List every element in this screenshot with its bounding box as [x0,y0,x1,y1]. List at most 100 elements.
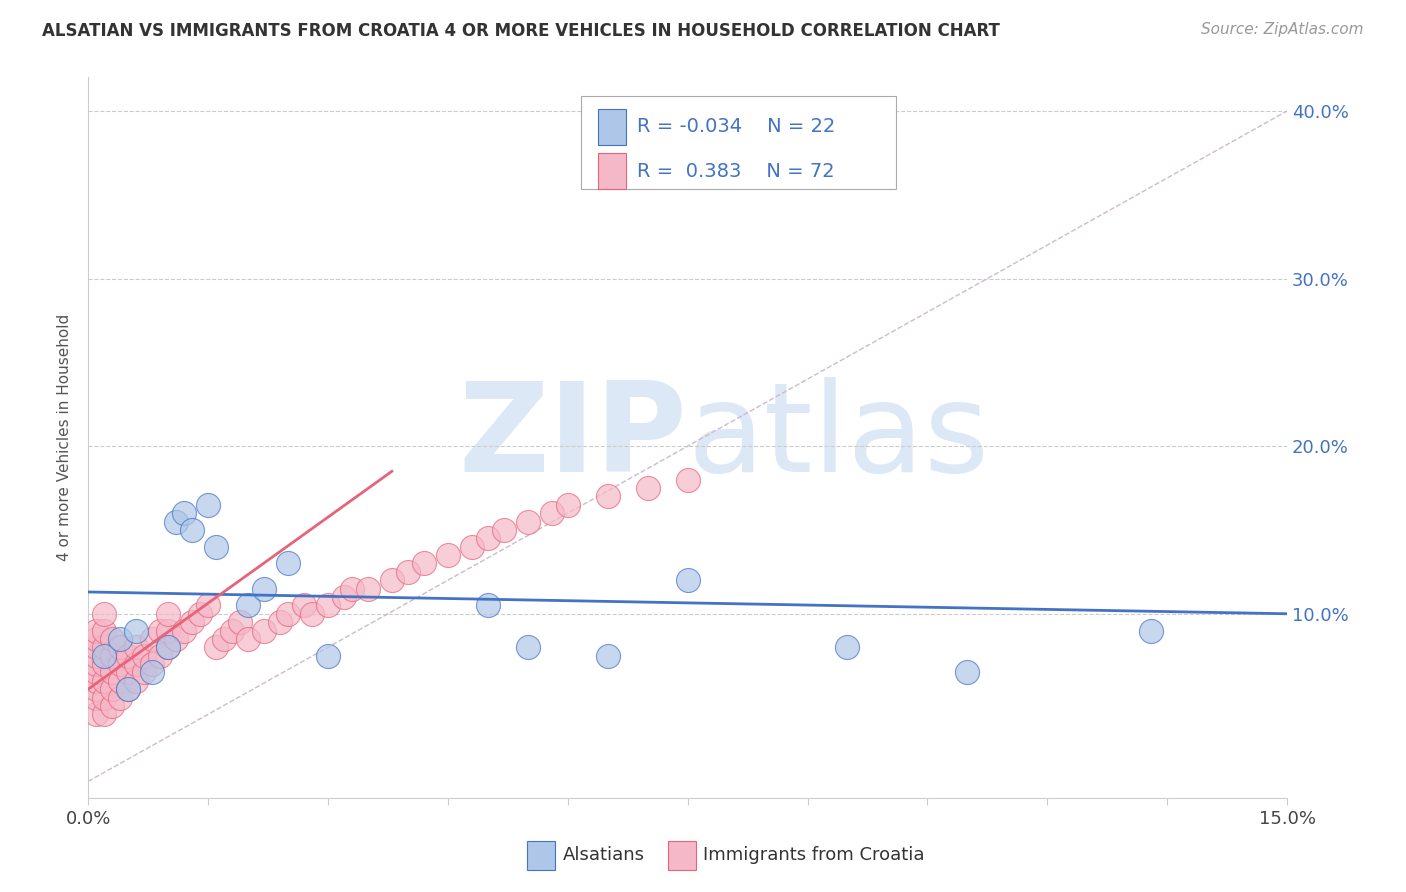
Point [157,607,180,621]
Point [197,599,219,613]
Point [141,657,163,671]
Point [93,673,115,688]
Point [292,599,315,613]
Point [188,607,211,621]
Point [173,624,195,638]
Text: ALSATIAN VS IMMIGRANTS FROM CROATIA 4 OR MORE VEHICLES IN HOUSEHOLD CORRELATION : ALSATIAN VS IMMIGRANTS FROM CROATIA 4 OR… [42,22,1000,40]
Point [93,707,115,722]
Point [596,490,619,504]
Point [84,673,107,688]
Point [101,632,124,646]
Point [84,707,107,722]
Point [557,498,579,512]
Point [93,624,115,638]
Point [117,682,139,697]
Point [84,624,107,638]
Point [212,632,235,646]
Point [157,640,180,655]
Point [157,624,180,638]
Point [165,632,187,646]
Text: R =  0.383    N = 72: R = 0.383 N = 72 [637,161,835,181]
Point [84,640,107,655]
Point [165,515,187,529]
Point [117,665,139,680]
Point [316,648,339,663]
Point [477,599,499,613]
Y-axis label: 4 or more Vehicles in Household: 4 or more Vehicles in Household [58,314,72,561]
Point [173,506,195,520]
Point [108,640,131,655]
Point [253,624,276,638]
Point [101,698,124,713]
Point [141,632,163,646]
Point [149,648,172,663]
Point [437,548,460,562]
Point [84,682,107,697]
Point [205,640,228,655]
Point [84,657,107,671]
Point [157,640,180,655]
Text: ZIP: ZIP [458,377,688,499]
Point [93,648,115,663]
Point [229,615,252,629]
Point [84,665,107,680]
Point [492,523,515,537]
Point [93,690,115,705]
Point [141,665,163,680]
Text: R = -0.034    N = 22: R = -0.034 N = 22 [637,117,835,136]
Point [412,557,434,571]
Point [637,481,659,495]
Point [540,506,562,520]
Point [84,632,107,646]
Point [125,657,148,671]
Point [1140,624,1163,638]
Point [236,632,259,646]
Point [132,665,155,680]
Point [477,532,499,546]
Point [381,574,404,588]
Point [101,648,124,663]
Text: Immigrants from Croatia: Immigrants from Croatia [703,847,925,864]
Point [125,673,148,688]
Point [205,540,228,554]
Point [277,557,299,571]
Point [93,607,115,621]
Text: atlas: atlas [688,377,990,499]
Point [125,624,148,638]
Point [197,498,219,512]
Point [108,673,131,688]
Point [516,640,538,655]
Point [277,607,299,621]
Point [837,640,859,655]
Point [956,665,979,680]
Point [84,648,107,663]
Point [101,665,124,680]
Point [84,690,107,705]
Text: Source: ZipAtlas.com: Source: ZipAtlas.com [1201,22,1364,37]
Point [132,648,155,663]
Point [396,565,419,579]
Point [676,473,699,487]
Point [301,607,323,621]
Point [181,523,204,537]
Point [101,682,124,697]
Point [316,599,339,613]
Point [253,582,276,596]
Point [596,648,619,663]
Point [125,640,148,655]
Point [333,590,356,604]
Point [149,624,172,638]
Point [108,657,131,671]
Point [93,657,115,671]
Point [221,624,243,638]
Point [269,615,291,629]
Text: Alsatians: Alsatians [562,847,644,864]
Point [181,615,204,629]
Point [236,599,259,613]
Point [108,632,131,646]
Point [676,574,699,588]
Point [340,582,363,596]
Point [93,640,115,655]
Point [516,515,538,529]
Point [117,648,139,663]
